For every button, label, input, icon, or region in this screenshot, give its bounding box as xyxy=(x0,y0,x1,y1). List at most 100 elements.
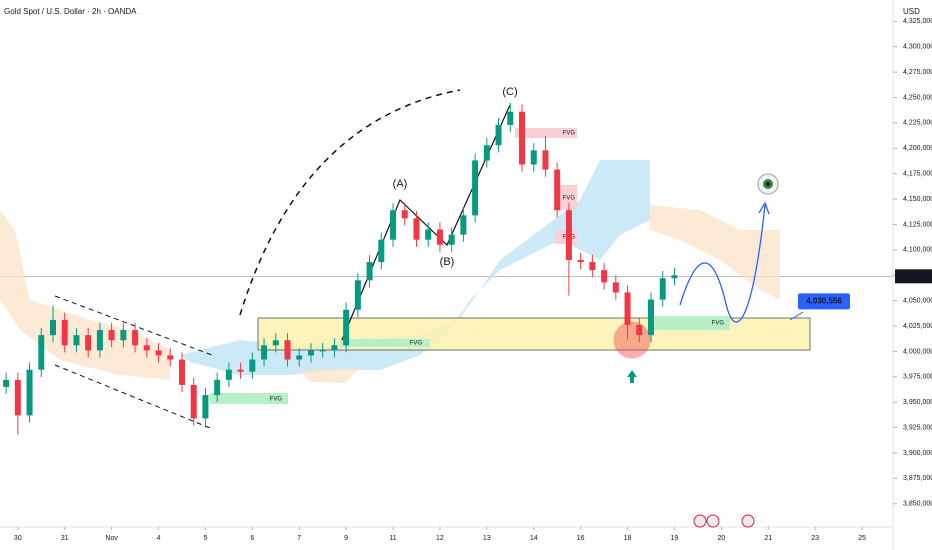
cloud-bearish xyxy=(300,368,360,383)
cloud-bullish xyxy=(180,160,650,375)
candle-body xyxy=(307,350,314,356)
candle-body xyxy=(554,169,561,211)
fvg-box xyxy=(210,393,288,404)
candle-body xyxy=(202,395,209,419)
candle-body xyxy=(85,335,92,351)
x-tick-label: 4 xyxy=(157,535,161,542)
candle-body xyxy=(155,350,162,356)
fvg-label: FVG xyxy=(410,341,423,347)
candle-body xyxy=(495,124,502,146)
x-tick-label: 19 xyxy=(671,535,679,542)
candle-body xyxy=(214,379,221,396)
candle-body xyxy=(366,262,373,281)
y-tick-label: 3,875,000 xyxy=(903,475,932,482)
candle-body xyxy=(401,210,408,219)
x-tick-label: 23 xyxy=(811,535,819,542)
candle-body xyxy=(143,345,150,351)
wave-label: (A) xyxy=(393,178,408,190)
y-tick-label: 4,100,000 xyxy=(903,247,932,254)
candle-body xyxy=(542,150,549,170)
candle-body xyxy=(3,379,10,387)
axis-unit: USD xyxy=(903,7,920,16)
y-tick-label: 3,900,000 xyxy=(903,450,932,457)
price-label: 4,073,955 xyxy=(897,273,928,280)
fvg-box xyxy=(650,316,730,330)
candle-body xyxy=(73,335,80,346)
y-tick-label: 4,325,000 xyxy=(903,18,932,25)
candle-body xyxy=(636,325,643,336)
x-tick-label: 25 xyxy=(858,535,866,542)
wave-label: (B) xyxy=(440,256,455,268)
x-tick-label: 11 xyxy=(389,535,396,542)
event-flag xyxy=(741,514,755,528)
candle-body xyxy=(354,280,361,310)
candle-body xyxy=(120,330,127,341)
candle-body xyxy=(178,359,185,385)
y-tick-label: 4,125,000 xyxy=(903,221,932,228)
candle-body xyxy=(296,355,303,360)
candle-body xyxy=(647,299,654,336)
candle-body xyxy=(61,319,68,346)
x-tick-label: 31 xyxy=(61,535,69,542)
candle-body xyxy=(284,340,291,360)
x-tick-label: 18 xyxy=(624,535,632,542)
y-tick-label: 4,250,000 xyxy=(903,94,932,101)
candle-body xyxy=(436,229,443,245)
candles xyxy=(3,102,678,435)
wave-label: (C) xyxy=(502,86,517,98)
x-tick-label: 14 xyxy=(530,535,538,542)
fvg-label: FVG xyxy=(563,196,576,202)
candle-body xyxy=(14,379,21,416)
candle-body xyxy=(519,111,526,165)
candle-body xyxy=(530,150,537,165)
y-tick-label: 4,050,000 xyxy=(903,297,932,304)
chart-title: Gold Spot / U.S. Dollar · 2h · OANDA xyxy=(4,7,137,16)
cloud-bearish xyxy=(650,205,780,300)
y-tick-label: 3,850,000 xyxy=(903,501,932,508)
label-pointer xyxy=(789,311,804,321)
y-tick-label: 4,225,000 xyxy=(903,120,932,127)
candle-body xyxy=(343,309,350,346)
x-tick-label: 5 xyxy=(203,535,207,542)
y-tick-label: 3,925,000 xyxy=(903,424,932,431)
candle-body xyxy=(108,330,115,341)
y-tick-label: 4,025,000 xyxy=(903,323,932,330)
arc-line xyxy=(239,89,461,316)
price-label-box xyxy=(895,269,932,284)
eye-pupil xyxy=(766,182,770,186)
candle-body xyxy=(390,210,397,240)
candle-body xyxy=(132,330,139,346)
candle-body xyxy=(448,234,455,245)
y-tick-label: 3,950,000 xyxy=(903,399,932,406)
candle-body xyxy=(425,229,432,240)
y-tick-label: 4,300,000 xyxy=(903,44,932,51)
candle-body xyxy=(671,275,678,279)
target-label-box xyxy=(798,293,850,310)
candle-body xyxy=(249,359,256,372)
candle-body xyxy=(167,355,174,360)
wedge-line xyxy=(54,364,211,429)
y-tick-label: 3,975,000 xyxy=(903,374,932,381)
x-tick-label: 13 xyxy=(483,535,491,542)
y-tick-label: 4,175,000 xyxy=(903,171,932,178)
candle-body xyxy=(96,330,103,351)
x-tick-label: 6 xyxy=(250,535,254,542)
fvg-label: FVG xyxy=(563,131,576,137)
candle-body xyxy=(483,145,490,161)
candle-body xyxy=(237,369,244,372)
x-tick-label: Nov xyxy=(105,535,118,542)
candle-body xyxy=(38,335,45,370)
candle-body xyxy=(413,218,420,240)
candle-body xyxy=(577,260,584,263)
candle-body xyxy=(565,210,572,260)
candle-body xyxy=(272,340,279,346)
candle-body xyxy=(589,262,596,271)
x-tick-label: 30 xyxy=(14,535,22,542)
candle-body xyxy=(319,350,326,352)
candle-body xyxy=(331,345,338,351)
highlight-circle xyxy=(613,321,651,359)
candle-body xyxy=(507,111,514,125)
y-tick-label: 4,000,000 xyxy=(903,348,932,355)
